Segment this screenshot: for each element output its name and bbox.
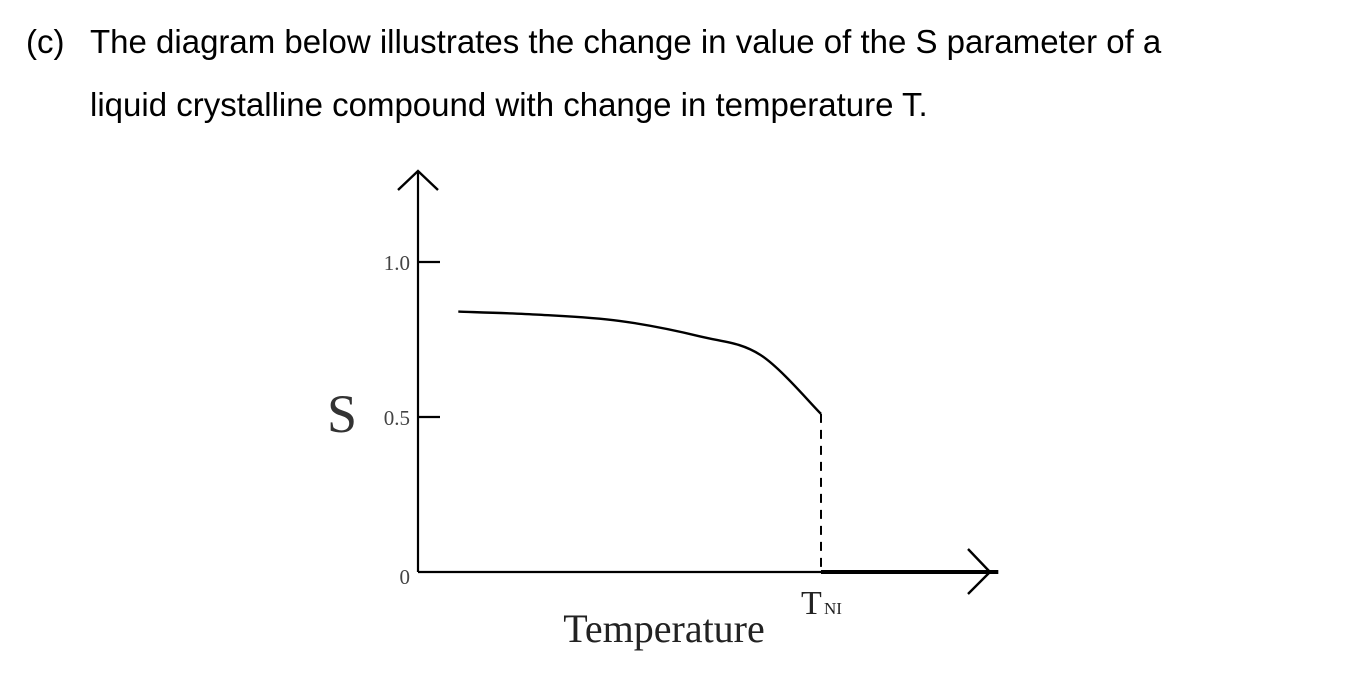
question-line-1: (c) The diagram below illustrates the cha… (26, 10, 1326, 73)
y-tick-label-0: 1.0 (384, 251, 410, 275)
question-line-1-text: The diagram below illustrates the change… (90, 23, 1162, 60)
question-text: (c) The diagram below illustrates the cha… (26, 10, 1326, 136)
x-axis-label: Temperature (563, 606, 765, 651)
question-label: (c) (26, 23, 65, 60)
x-tick-label-0: T (801, 585, 822, 622)
x-tick-label-sub-0: NI (824, 599, 842, 618)
series-0-curve (458, 310, 822, 415)
chart-axes (397, 169, 992, 595)
y-axis-label: S (327, 384, 357, 444)
y-axis-arrowhead (397, 169, 439, 191)
question-line-2: liquid crystalline compound with change … (90, 86, 928, 123)
y-tick-label-1: 0.5 (384, 406, 410, 430)
chart-labels: 1.0 0.5 0 S Temperature T NI (327, 251, 842, 651)
chart-series (458, 310, 999, 574)
y-tick-label-2: 0 (400, 565, 411, 589)
